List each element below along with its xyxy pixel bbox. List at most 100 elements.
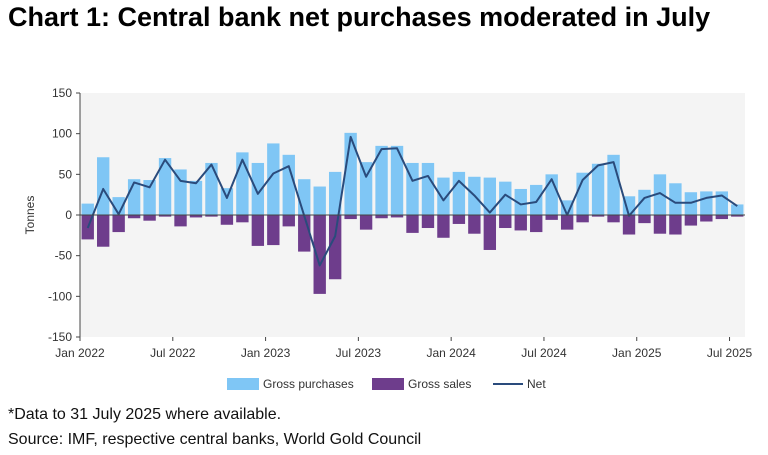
bar-gross-sales xyxy=(359,215,373,230)
bar-gross-purchases xyxy=(375,145,388,215)
bar-gross-purchases xyxy=(731,204,744,215)
bar-gross-purchases xyxy=(452,171,466,215)
bar-gross-purchases xyxy=(669,183,682,215)
bar-gross-sales xyxy=(375,215,388,219)
bar-gross-purchases xyxy=(205,162,218,215)
bar-gross-sales xyxy=(282,215,295,227)
x-tick-label: Jul 2025 xyxy=(707,346,753,360)
legend-swatch-purchases xyxy=(227,378,259,390)
y-tick-label: 0 xyxy=(65,208,72,222)
x-tick-label: Jan 2025 xyxy=(612,346,662,360)
bar-gross-purchases xyxy=(530,184,543,215)
bar-gross-sales xyxy=(560,215,574,230)
page-title: Chart 1: Central bank net purchases mode… xyxy=(8,2,711,32)
bar-gross-sales xyxy=(174,215,187,227)
bar-gross-sales xyxy=(715,215,728,220)
bar-gross-purchases xyxy=(143,180,156,215)
net-line-layer xyxy=(86,135,738,267)
bar-gross-purchases xyxy=(267,143,280,215)
bar-gross-purchases xyxy=(499,181,512,215)
bar-gross-purchases xyxy=(560,200,574,215)
bar-gross-sales xyxy=(638,215,651,224)
bar-gross-sales xyxy=(468,215,481,234)
bar-gross-sales xyxy=(267,215,280,246)
y-ticks: 150 100 50 0 -50 -100 -150 xyxy=(48,86,80,344)
bar-gross-purchases xyxy=(189,180,203,215)
bar-gross-purchases xyxy=(298,179,311,215)
x-tick-label: Jul 2023 xyxy=(336,346,382,360)
bar-gross-purchases xyxy=(359,162,373,215)
legend-label-purchases: Gross purchases xyxy=(263,377,354,391)
bar-gross-purchases xyxy=(483,177,497,215)
bar-gross-purchases xyxy=(421,162,435,215)
x-tick-label: Jan 2023 xyxy=(241,346,291,360)
bar-gross-sales xyxy=(205,215,218,217)
bar-gross-sales xyxy=(421,215,435,229)
bar-gross-sales xyxy=(576,215,589,223)
y-tick-label: 100 xyxy=(52,127,72,141)
bar-gross-sales xyxy=(406,215,419,233)
bar-gross-purchases xyxy=(158,158,172,215)
bar-gross-sales xyxy=(158,215,172,217)
bar-gross-sales xyxy=(189,215,203,218)
bar-gross-purchases xyxy=(282,154,295,215)
y-tick-label: 50 xyxy=(59,167,73,181)
bar-gross-purchases xyxy=(313,186,326,215)
bar-gross-sales xyxy=(452,215,466,224)
bar-gross-purchases xyxy=(220,188,234,215)
x-tick-label: Jul 2024 xyxy=(521,346,567,360)
net-line xyxy=(86,135,738,267)
legend-swatch-sales xyxy=(372,378,404,390)
bar-gross-sales xyxy=(251,215,265,246)
bar-gross-sales xyxy=(731,215,744,217)
bar-gross-purchases xyxy=(622,196,636,215)
legend-label-net: Net xyxy=(527,377,546,391)
bar-gross-purchases xyxy=(97,157,110,215)
y-tick-label: 150 xyxy=(52,86,72,100)
footnote: *Data to 31 July 2025 where available. xyxy=(8,406,282,423)
bar-gross-sales xyxy=(112,215,125,233)
bar-gross-sales xyxy=(344,215,357,220)
bar-gross-sales xyxy=(700,215,713,222)
x-tick-label: Jul 2022 xyxy=(150,346,196,360)
legend-label-sales: Gross sales xyxy=(408,377,471,391)
source-note: Source: IMF, respective central banks, W… xyxy=(8,431,422,448)
bar-gross-sales xyxy=(607,215,620,223)
x-ticks: Jan 2022 Jul 2022 Jan 2023 Jul 2023 Jan 2024… xyxy=(55,337,753,360)
bar-gross-purchases xyxy=(700,191,713,215)
bar-gross-purchases xyxy=(251,162,265,215)
bar-gross-sales xyxy=(220,215,234,225)
x-tick-label: Jan 2022 xyxy=(55,346,105,360)
bar-gross-sales xyxy=(97,215,110,247)
bar-gross-sales xyxy=(545,215,558,220)
bar-gross-sales xyxy=(483,215,497,250)
bar-gross-purchases xyxy=(390,145,404,215)
legend: Gross purchases Gross sales Net xyxy=(227,377,546,391)
y-tick-label: -100 xyxy=(48,289,72,303)
bar-gross-purchases xyxy=(328,171,342,215)
bar-gross-sales xyxy=(390,215,404,218)
y-tick-label: -150 xyxy=(48,330,72,344)
bar-gross-sales xyxy=(499,215,512,229)
bar-gross-purchases xyxy=(344,132,357,215)
bar-gross-sales xyxy=(514,215,527,231)
bar-gross-sales xyxy=(669,215,682,235)
bar-gross-sales xyxy=(622,215,636,235)
bar-gross-purchases xyxy=(81,203,94,215)
bar-gross-purchases xyxy=(437,177,450,215)
x-tick-label: Jan 2024 xyxy=(426,346,476,360)
bar-gross-purchases xyxy=(576,172,589,215)
bar-gross-purchases xyxy=(514,188,527,215)
bar-gross-purchases xyxy=(591,163,605,215)
bar-gross-sales xyxy=(236,215,249,223)
bar-gross-sales xyxy=(437,215,450,238)
y-axis-label: Tonnes xyxy=(23,196,37,235)
bar-gross-sales xyxy=(298,215,311,252)
bar-gross-sales xyxy=(684,215,698,226)
bar-gross-sales xyxy=(143,215,156,221)
bar-gross-sales xyxy=(591,215,605,217)
bar-gross-sales xyxy=(653,215,667,234)
bar-gross-sales xyxy=(313,215,326,294)
bar-gross-sales xyxy=(530,215,543,233)
